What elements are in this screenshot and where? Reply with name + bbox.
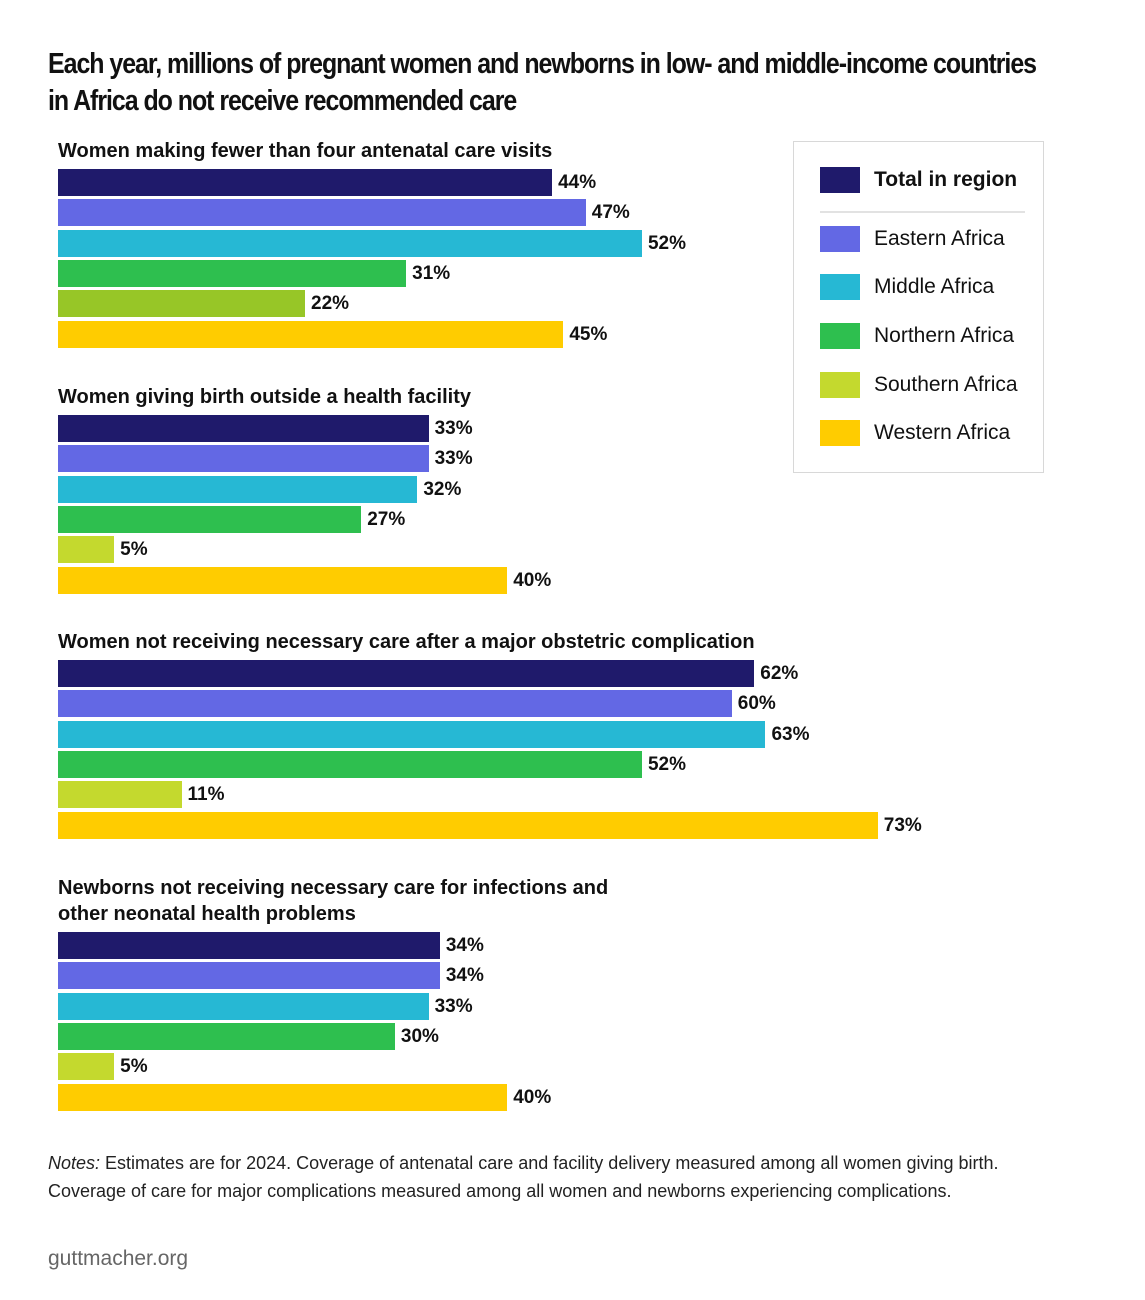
bar-value-label: 47%	[591, 202, 630, 224]
bar-value-label: 22%	[311, 293, 350, 315]
source: guttmacher.org	[48, 1247, 189, 1270]
bar	[58, 781, 182, 809]
bar-value-label: 5%	[120, 1056, 148, 1078]
legend-item: Southern Africa	[820, 372, 1018, 398]
legend-label: Southern Africa	[874, 373, 1018, 396]
bar	[58, 259, 407, 287]
bar	[58, 536, 115, 564]
bar	[58, 750, 642, 778]
bar	[58, 720, 766, 748]
bar-value-label: 33%	[434, 995, 473, 1017]
legend-swatch	[820, 372, 860, 398]
bar	[58, 690, 732, 718]
group-title: Women not receiving necessary care after…	[58, 631, 755, 653]
title-line: in Africa do not receive recommended car…	[48, 85, 517, 117]
bar	[58, 566, 508, 594]
legend-label: Middle Africa	[874, 275, 995, 298]
bar	[58, 199, 586, 227]
legend-swatch	[820, 226, 860, 252]
legend-item: Middle Africa	[820, 274, 994, 300]
notes: Notes: Estimates are for 2024. Coverage …	[48, 1149, 999, 1205]
bar-value-label: 11%	[187, 784, 225, 806]
bar-value-label: 34%	[445, 935, 484, 956]
group-title: Women making fewer than four antenatal c…	[58, 140, 553, 162]
bar-value-label: 32%	[423, 478, 462, 500]
legend-swatch	[820, 323, 860, 349]
legend-swatch	[820, 274, 860, 300]
legend-label: Northern Africa	[874, 324, 1015, 347]
bar	[58, 475, 418, 503]
legend-label: Eastern Africa	[874, 227, 1005, 250]
bar-value-label: 27%	[367, 508, 406, 530]
bar-value-label: 52%	[647, 232, 686, 254]
legend-swatch	[820, 167, 860, 193]
bar-value-label: 40%	[513, 1086, 552, 1108]
bar-value-label: 45%	[569, 323, 608, 345]
bar	[58, 445, 429, 473]
legend-divider	[820, 211, 1025, 213]
legend-label: Total in region	[874, 168, 1018, 191]
bar	[58, 1083, 508, 1111]
bar-value-label: 40%	[513, 569, 552, 591]
bar	[58, 229, 642, 257]
bar-value-label: 62%	[760, 663, 799, 684]
bar-value-label: 30%	[400, 1025, 439, 1047]
legend-label: Western Africa	[874, 421, 1011, 444]
bar-value-label: 33%	[434, 448, 473, 470]
title-line: Each year, millions of pregnant women an…	[48, 48, 1037, 80]
bar	[58, 415, 429, 442]
bar-value-label: 34%	[445, 965, 484, 987]
legend-item: Eastern Africa	[820, 226, 1005, 252]
bar-value-label: 73%	[883, 814, 922, 836]
bar	[58, 660, 755, 687]
bar-value-label: 31%	[412, 262, 451, 284]
group-title: other neonatal health problems	[58, 903, 356, 925]
bar-value-label: 44%	[558, 172, 597, 193]
bar	[58, 811, 878, 839]
legend-item: Northern Africa	[820, 323, 1014, 349]
bar	[58, 932, 440, 959]
legend-item: Western Africa	[820, 420, 1010, 446]
notes-label: Notes:	[48, 1153, 101, 1173]
bar	[58, 290, 306, 318]
bar	[58, 1022, 395, 1050]
bar-value-label: 33%	[434, 418, 473, 439]
legend: Total in region Eastern Africa Middle Afri…	[793, 141, 1044, 473]
bar	[58, 169, 553, 196]
group-title: Newborns not receiving necessary care fo…	[58, 877, 609, 899]
notes-text-2: Coverage of care for major complications…	[48, 1181, 952, 1201]
chart-title: Each year, millions of pregnant women an…	[48, 46, 1046, 120]
bar	[58, 1053, 115, 1081]
legend-item: Total in region	[820, 167, 1017, 193]
bar	[58, 992, 429, 1020]
notes-text: Estimates are for 2024. Coverage of ante…	[100, 1153, 999, 1173]
bar-value-label: 60%	[737, 693, 776, 715]
bar-value-label: 5%	[120, 539, 148, 561]
legend-swatch	[820, 420, 860, 446]
bar-value-label: 63%	[771, 723, 810, 745]
bar	[58, 320, 564, 348]
bar	[58, 962, 440, 990]
bar	[58, 505, 362, 533]
group-title: Women giving birth outside a health faci…	[58, 386, 472, 408]
bar-value-label: 52%	[647, 753, 686, 775]
